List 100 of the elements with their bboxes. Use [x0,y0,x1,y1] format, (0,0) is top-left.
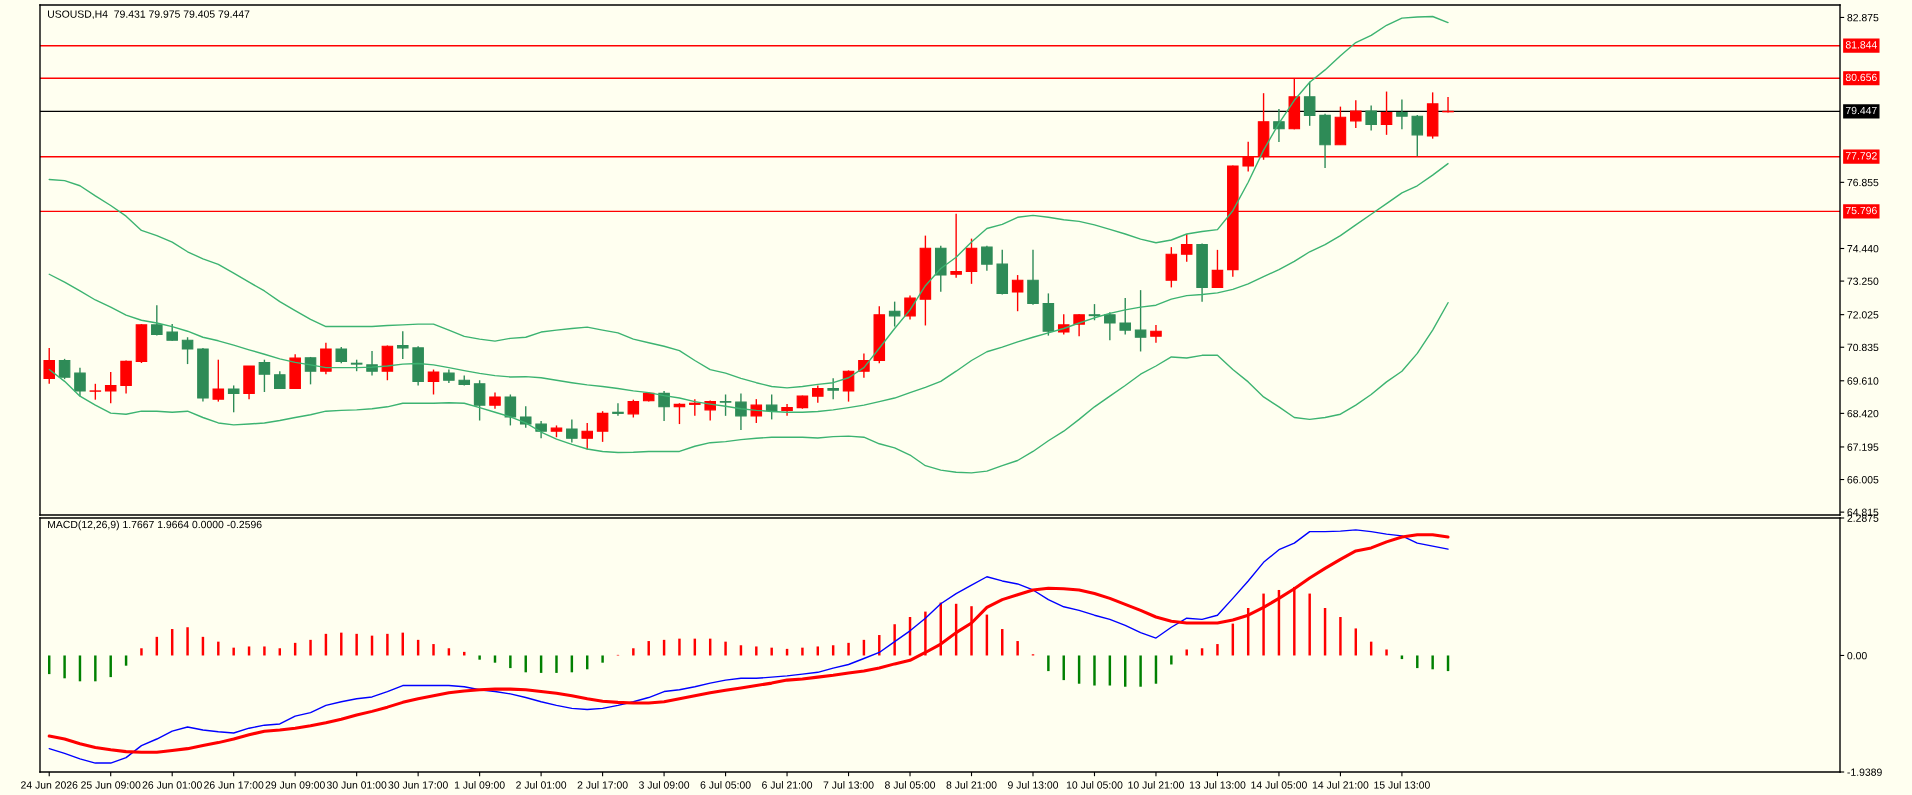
ref-line-label: 77.792 [1845,152,1877,160]
y-tick-label: 76.855 [1847,178,1879,187]
y-tick-label: -1.9389 [1847,768,1882,776]
candlestick [719,393,732,417]
y-tick-label: 0.00 [1847,651,1867,660]
y-tick-label: 66.005 [1847,476,1879,484]
x-tick-label: 30 Jun 01:00 [326,781,387,789]
x-tick-label: 6 Jul 21:00 [762,781,813,789]
bar [755,646,758,656]
bar [63,655,66,679]
y-tick-label: 70.835 [1847,343,1879,352]
bar [1262,593,1265,656]
ref-line-label: 80.656 [1845,73,1877,82]
bar [924,611,927,656]
bar [386,633,389,656]
bar [678,638,681,656]
x-tick-label: 7 Jul 13:00 [823,781,874,789]
x-tick-label: 8 Jul 05:00 [885,781,936,789]
bar [140,648,143,656]
bar [232,647,235,656]
y-tick-label: 64.815 [1847,508,1879,516]
bar [1339,617,1342,656]
candlestick [1104,311,1116,341]
x-tick-label: 14 Jul 05:00 [1251,781,1307,789]
bar [801,647,804,656]
candlestick [427,368,440,396]
ref-line-label: 75.796 [1845,206,1877,215]
bar [1431,655,1434,670]
bar [478,655,481,660]
bar [186,627,189,656]
candlestick [181,336,194,365]
x-tick-label: 15 Jul 13:00 [1374,781,1430,789]
x-tick-label: 14 Jul 21:00 [1312,781,1369,789]
candlestick [689,398,701,417]
x-tick-label: 2 Jul 01:00 [516,781,567,789]
x-tick-label: 3 Jul 09:00 [639,781,690,789]
bar [1385,649,1388,656]
bar [878,635,881,656]
candlestick [1350,99,1362,129]
bar [770,647,773,656]
candlestick [950,213,962,279]
x-tick-label: 25 Jun 09:00 [81,781,141,789]
y-tick-label: 68.420 [1847,409,1879,418]
x-tick-label: 9 Jul 13:00 [1008,781,1059,789]
bar [632,648,635,656]
candlestick [74,366,86,397]
candlestick [658,390,670,422]
x-tick-label: 10 Jul 05:00 [1066,781,1123,789]
bar [555,655,558,673]
candlestick [765,393,778,421]
bar [893,624,896,656]
x-tick-label: 29 Jun 09:00 [265,781,325,789]
bar [1047,655,1050,672]
bar [1185,649,1188,656]
bar [601,655,604,663]
candlestick [1396,98,1408,131]
ref-line-label: 81.844 [1845,41,1877,49]
candlestick [1011,274,1024,312]
candlestick [566,418,578,444]
bar [309,639,312,656]
candlestick [396,330,409,360]
y-tick-label: 73.250 [1847,277,1879,285]
chart-title: MACD(12,26,9) 1.7667 1.9664 0.0000 -0.2596 [48,520,262,531]
x-tick-label: 24 Jun 2026 [21,781,78,789]
bar [1308,593,1311,656]
y-tick-label: 67.195 [1847,443,1879,451]
bar [94,655,97,682]
candlestick [827,377,839,400]
bar [432,644,435,656]
x-tick-label: 8 Jul 21:00 [946,781,997,789]
x-tick-label: 6 Jul 05:00 [700,781,751,789]
bar [1016,641,1019,656]
candlestick [888,300,901,328]
bar [217,641,220,656]
bar [1093,655,1096,686]
candlestick [1150,324,1162,344]
bar [1216,644,1219,656]
candlestick [612,402,624,417]
candlestick [504,393,517,427]
candlestick [320,342,332,375]
candlestick [1365,104,1377,132]
candlestick [104,371,117,404]
candlestick [1211,249,1224,289]
bar [355,633,358,656]
x-tick-label: 30 Jun 17:00 [388,781,448,789]
candlestick [1380,90,1393,136]
candlestick [43,347,56,385]
x-tick-label: 2 Jul 17:00 [577,781,628,789]
candlestick [1180,233,1193,263]
x-tick-label: 10 Jul 21:00 [1128,781,1184,789]
y-tick-label: 69.610 [1847,377,1879,385]
bar [1170,655,1173,665]
bar [109,655,112,678]
bar [847,642,850,656]
candlestick [1027,249,1039,306]
bar [1416,655,1419,669]
chart-title: USOUSD,H4 79.431 79.975 79.405 79.447 [48,10,250,19]
bar [647,641,650,656]
candlestick [1411,114,1424,157]
candlestick [227,384,240,413]
